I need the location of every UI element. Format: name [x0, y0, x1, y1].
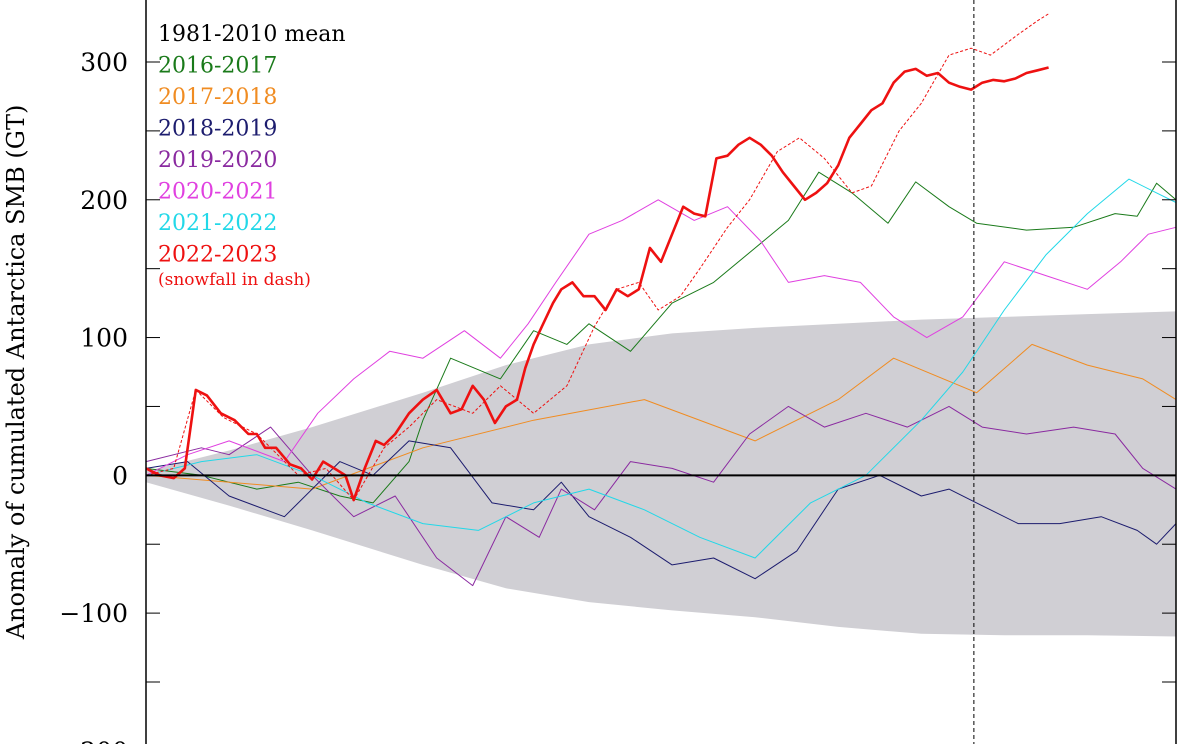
legend-entry: 2017-2018 — [158, 85, 277, 110]
y-tick-label: −100 — [59, 599, 128, 628]
mean-range-band — [146, 311, 1176, 637]
y-tick-label: 300 — [80, 48, 128, 77]
legend-entry: 1981-2010 mean — [158, 22, 346, 47]
legend-entry: 2021-2022 — [158, 211, 277, 236]
y-axis-title: Anomaly of cumulated Antarctica SMB (GT) — [2, 105, 30, 641]
axes — [145, 0, 1177, 744]
band-area — [146, 311, 1176, 637]
series-line-2019-2020 — [145, 405, 1177, 587]
legend: 1981-2010 mean 2016-2017 2017-2018 2018-201… — [158, 22, 346, 290]
legend-entry: 2022-2023 — [158, 243, 277, 268]
legend-entry: 2020-2021 — [158, 180, 277, 205]
series-lines — [145, 13, 1177, 587]
legend-note: (snowfall in dash) — [158, 270, 311, 290]
legend-entry: 2016-2017 — [158, 54, 277, 79]
y-tick-label: 200 — [80, 186, 128, 215]
series-line-2021-2022 — [145, 178, 1177, 559]
series-line-2020-2021 — [145, 199, 1177, 476]
y-tick-label: 0 — [112, 461, 128, 490]
y-tick-label: −200 — [59, 737, 128, 744]
series-line-2017-2018 — [145, 343, 1177, 490]
legend-entry: 2018-2019 — [158, 117, 277, 142]
series-line-2018-2019 — [145, 440, 1177, 580]
series-line-2016-2017 — [145, 171, 1177, 504]
legend-entry: 2019-2020 — [158, 148, 277, 173]
series-line-2022-2023 — [145, 66, 1049, 502]
y-tick-label: 100 — [80, 324, 128, 353]
y-ticks: 300 200 100 0 −100 −200 — [59, 48, 1176, 744]
series-line-2022-2023-snowfall — [145, 13, 1049, 501]
